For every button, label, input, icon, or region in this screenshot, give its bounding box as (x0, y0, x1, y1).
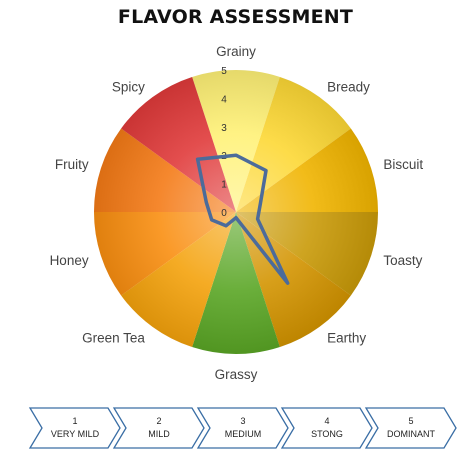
scale-label: DOMINANT (387, 429, 435, 439)
scale-number: 4 (324, 416, 329, 426)
scale-chevron (364, 407, 457, 449)
scale-step-2: 2 MILD (112, 407, 205, 449)
category-label-fruity: Fruity (55, 157, 89, 172)
category-label-earthy: Earthy (327, 330, 366, 345)
scale-chevron (196, 407, 289, 449)
category-label-bready: Bready (327, 80, 370, 95)
category-label-green-tea: Green Tea (82, 330, 145, 345)
scale-label: MEDIUM (225, 429, 262, 439)
scale-number: 5 (408, 416, 413, 426)
scale-number: 1 (72, 416, 77, 426)
intensity-scale: 1 VERY MILD 2 MILD 3 MEDIUM 4 STONG 5 DOMINANT (28, 407, 457, 449)
tick-label-3: 3 (221, 123, 227, 134)
tick-label-4: 4 (221, 94, 227, 105)
tick-label-0: 0 (221, 208, 227, 219)
scale-chevron (112, 407, 205, 449)
scale-step-4: 4 STONG (280, 407, 373, 449)
scale-chevron (280, 407, 373, 449)
category-label-honey: Honey (50, 253, 89, 268)
radar-shine (94, 70, 378, 354)
scale-number: 2 (156, 416, 161, 426)
tick-label-5: 5 (221, 66, 227, 77)
scale-number: 3 (240, 416, 245, 426)
scale-label: VERY MILD (51, 429, 100, 439)
category-label-grassy: Grassy (215, 367, 258, 382)
flavor-series-line (195, 153, 290, 285)
category-label-biscuit: Biscuit (383, 157, 423, 172)
category-label-toasty: Toasty (383, 253, 422, 268)
scale-label: MILD (148, 429, 170, 439)
category-label-group: Grainy Bready Biscuit Toasty Earthy Grassy Gre… (50, 44, 424, 382)
scale-chevron (28, 407, 121, 449)
scale-step-1: 1 VERY MILD (28, 407, 121, 449)
scale-label: STONG (311, 429, 343, 439)
category-label-grainy: Grainy (216, 44, 256, 59)
scale-step-5: 5 DOMINANT (364, 407, 457, 449)
category-label-spicy: Spicy (112, 80, 145, 95)
tick-label-1: 1 (221, 180, 227, 191)
scale-step-3: 3 MEDIUM (196, 407, 289, 449)
chart-title: FLAVOR ASSESSMENT (117, 6, 354, 28)
